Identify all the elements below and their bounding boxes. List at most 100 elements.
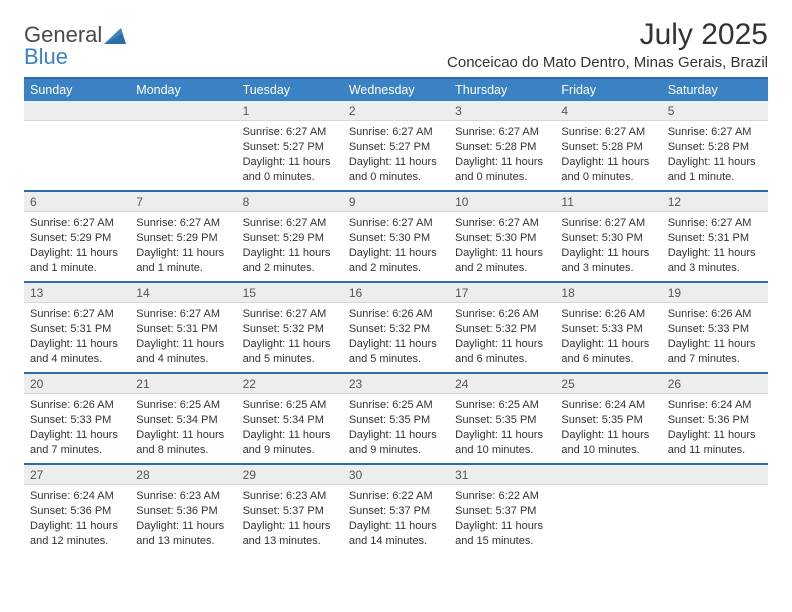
brand-text: General Blue — [24, 24, 126, 68]
day-number-bar — [130, 101, 236, 121]
calendar-week-row: 27Sunrise: 6:24 AMSunset: 5:36 PMDayligh… — [24, 465, 768, 554]
day-number: 12 — [662, 192, 768, 211]
calendar-table: Sunday Monday Tuesday Wednesday Thursday… — [24, 79, 768, 554]
day-number-bar: 1 — [237, 101, 343, 121]
calendar-day-cell: 5Sunrise: 6:27 AMSunset: 5:28 PMDaylight… — [662, 101, 768, 190]
day-number: 4 — [555, 101, 661, 120]
day-number: 7 — [130, 192, 236, 211]
day-number: 8 — [237, 192, 343, 211]
calendar-week-row: 1Sunrise: 6:27 AMSunset: 5:27 PMDaylight… — [24, 101, 768, 190]
day-detail-text: Sunrise: 6:22 AMSunset: 5:37 PMDaylight:… — [449, 485, 555, 552]
calendar-day-cell: 9Sunrise: 6:27 AMSunset: 5:30 PMDaylight… — [343, 192, 449, 281]
day-number-bar: 7 — [130, 192, 236, 212]
calendar-day-cell: 18Sunrise: 6:26 AMSunset: 5:33 PMDayligh… — [555, 283, 661, 372]
weekday-header: Friday — [555, 79, 661, 101]
day-number-bar — [662, 465, 768, 485]
day-detail-text — [24, 121, 130, 144]
calendar-body: 1Sunrise: 6:27 AMSunset: 5:27 PMDaylight… — [24, 101, 768, 554]
day-detail-text: Sunrise: 6:25 AMSunset: 5:35 PMDaylight:… — [449, 394, 555, 461]
day-detail-text: Sunrise: 6:27 AMSunset: 5:27 PMDaylight:… — [237, 121, 343, 188]
day-number — [662, 465, 768, 484]
brand-logo: General Blue — [24, 18, 126, 68]
day-number: 1 — [237, 101, 343, 120]
day-detail-text: Sunrise: 6:27 AMSunset: 5:31 PMDaylight:… — [24, 303, 130, 370]
day-number-bar: 9 — [343, 192, 449, 212]
day-number: 26 — [662, 374, 768, 393]
day-number-bar: 22 — [237, 374, 343, 394]
day-number: 28 — [130, 465, 236, 484]
day-number-bar: 16 — [343, 283, 449, 303]
calendar-day-cell: 14Sunrise: 6:27 AMSunset: 5:31 PMDayligh… — [130, 283, 236, 372]
day-number — [555, 465, 661, 484]
day-number-bar: 29 — [237, 465, 343, 485]
day-number-bar: 26 — [662, 374, 768, 394]
day-detail-text: Sunrise: 6:25 AMSunset: 5:34 PMDaylight:… — [237, 394, 343, 461]
day-number-bar: 25 — [555, 374, 661, 394]
day-detail-text: Sunrise: 6:23 AMSunset: 5:36 PMDaylight:… — [130, 485, 236, 552]
day-detail-text: Sunrise: 6:26 AMSunset: 5:33 PMDaylight:… — [555, 303, 661, 370]
calendar-day-cell: 22Sunrise: 6:25 AMSunset: 5:34 PMDayligh… — [237, 374, 343, 463]
calendar-day-cell: 20Sunrise: 6:26 AMSunset: 5:33 PMDayligh… — [24, 374, 130, 463]
weekday-header: Wednesday — [343, 79, 449, 101]
day-number-bar: 3 — [449, 101, 555, 121]
day-number-bar — [555, 465, 661, 485]
calendar-day-cell: 13Sunrise: 6:27 AMSunset: 5:31 PMDayligh… — [24, 283, 130, 372]
day-number: 3 — [449, 101, 555, 120]
weekday-header: Thursday — [449, 79, 555, 101]
day-number-bar: 6 — [24, 192, 130, 212]
header-row: General Blue July 2025 Conceicao do Mato… — [24, 18, 768, 71]
day-number: 14 — [130, 283, 236, 302]
day-number-bar: 11 — [555, 192, 661, 212]
calendar-day-cell: 30Sunrise: 6:22 AMSunset: 5:37 PMDayligh… — [343, 465, 449, 554]
day-number-bar: 4 — [555, 101, 661, 121]
day-detail-text: Sunrise: 6:24 AMSunset: 5:36 PMDaylight:… — [24, 485, 130, 552]
day-detail-text: Sunrise: 6:27 AMSunset: 5:31 PMDaylight:… — [130, 303, 236, 370]
day-number: 23 — [343, 374, 449, 393]
calendar-week-row: 20Sunrise: 6:26 AMSunset: 5:33 PMDayligh… — [24, 374, 768, 463]
calendar-day-cell: 6Sunrise: 6:27 AMSunset: 5:29 PMDaylight… — [24, 192, 130, 281]
day-detail-text: Sunrise: 6:27 AMSunset: 5:27 PMDaylight:… — [343, 121, 449, 188]
calendar-day-cell: 27Sunrise: 6:24 AMSunset: 5:36 PMDayligh… — [24, 465, 130, 554]
day-number: 5 — [662, 101, 768, 120]
calendar-day-cell: 21Sunrise: 6:25 AMSunset: 5:34 PMDayligh… — [130, 374, 236, 463]
day-detail-text: Sunrise: 6:27 AMSunset: 5:28 PMDaylight:… — [662, 121, 768, 188]
weekday-header: Saturday — [662, 79, 768, 101]
day-detail-text: Sunrise: 6:27 AMSunset: 5:29 PMDaylight:… — [24, 212, 130, 279]
calendar-day-cell: 12Sunrise: 6:27 AMSunset: 5:31 PMDayligh… — [662, 192, 768, 281]
day-detail-text: Sunrise: 6:27 AMSunset: 5:28 PMDaylight:… — [449, 121, 555, 188]
title-block: July 2025 Conceicao do Mato Dentro, Mina… — [447, 18, 768, 71]
day-detail-text: Sunrise: 6:24 AMSunset: 5:35 PMDaylight:… — [555, 394, 661, 461]
day-detail-text: Sunrise: 6:23 AMSunset: 5:37 PMDaylight:… — [237, 485, 343, 552]
day-detail-text: Sunrise: 6:27 AMSunset: 5:30 PMDaylight:… — [555, 212, 661, 279]
day-number-bar: 2 — [343, 101, 449, 121]
day-detail-text: Sunrise: 6:26 AMSunset: 5:33 PMDaylight:… — [662, 303, 768, 370]
day-detail-text: Sunrise: 6:26 AMSunset: 5:33 PMDaylight:… — [24, 394, 130, 461]
weekday-header: Monday — [130, 79, 236, 101]
calendar-day-cell: 2Sunrise: 6:27 AMSunset: 5:27 PMDaylight… — [343, 101, 449, 190]
day-number-bar: 10 — [449, 192, 555, 212]
day-number: 22 — [237, 374, 343, 393]
day-detail-text: Sunrise: 6:27 AMSunset: 5:31 PMDaylight:… — [662, 212, 768, 279]
day-number-bar: 13 — [24, 283, 130, 303]
day-number: 20 — [24, 374, 130, 393]
calendar-day-cell: 28Sunrise: 6:23 AMSunset: 5:36 PMDayligh… — [130, 465, 236, 554]
day-number-bar: 19 — [662, 283, 768, 303]
day-number-bar: 30 — [343, 465, 449, 485]
day-number-bar: 24 — [449, 374, 555, 394]
calendar-day-cell: 15Sunrise: 6:27 AMSunset: 5:32 PMDayligh… — [237, 283, 343, 372]
day-detail-text — [130, 121, 236, 144]
page-title: July 2025 — [447, 18, 768, 52]
calendar-page: General Blue July 2025 Conceicao do Mato… — [0, 0, 792, 564]
day-number: 19 — [662, 283, 768, 302]
day-detail-text: Sunrise: 6:27 AMSunset: 5:28 PMDaylight:… — [555, 121, 661, 188]
calendar-empty-cell — [130, 101, 236, 190]
day-number: 31 — [449, 465, 555, 484]
calendar-day-cell: 19Sunrise: 6:26 AMSunset: 5:33 PMDayligh… — [662, 283, 768, 372]
weekday-header: Tuesday — [237, 79, 343, 101]
day-number-bar: 27 — [24, 465, 130, 485]
day-detail-text: Sunrise: 6:25 AMSunset: 5:35 PMDaylight:… — [343, 394, 449, 461]
day-number-bar — [24, 101, 130, 121]
day-number — [130, 101, 236, 120]
calendar-day-cell: 31Sunrise: 6:22 AMSunset: 5:37 PMDayligh… — [449, 465, 555, 554]
day-detail-text: Sunrise: 6:27 AMSunset: 5:29 PMDaylight:… — [237, 212, 343, 279]
